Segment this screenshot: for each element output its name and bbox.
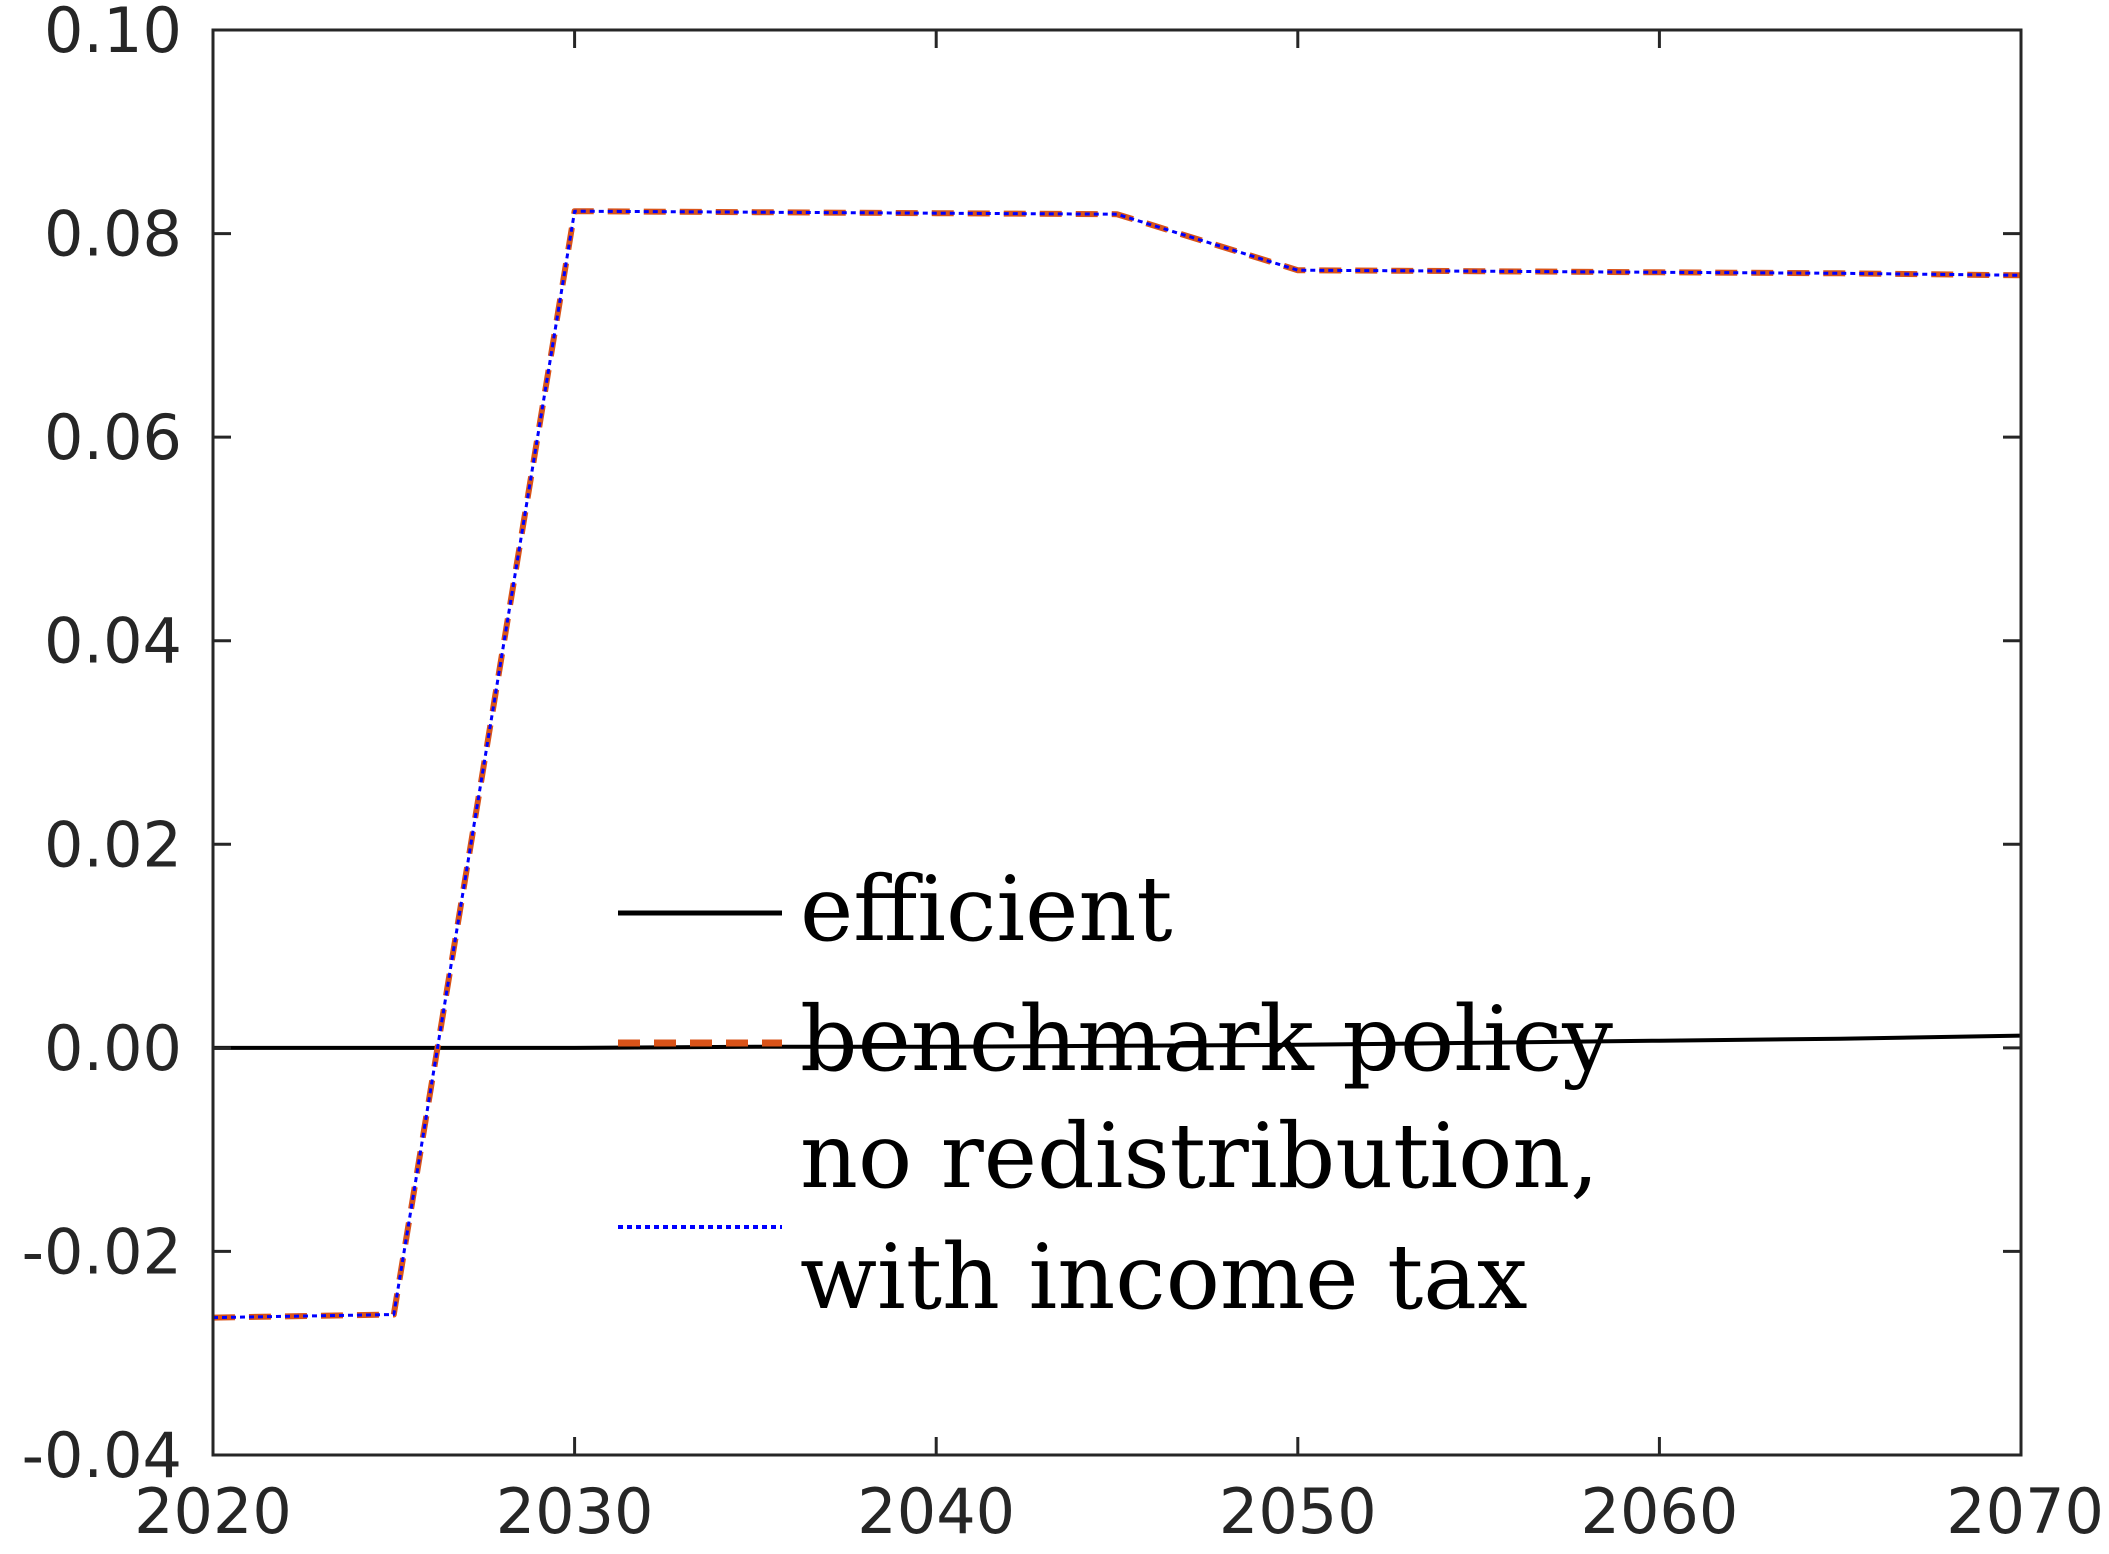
y-tick-label: 0.06	[44, 401, 182, 474]
x-tick-label: 2050	[1219, 1475, 1377, 1548]
x-tick-label: 2020	[134, 1475, 292, 1548]
y-tick-label: 0.10	[44, 0, 182, 67]
series-line-1	[213, 1033, 2022, 1050]
legend-label: efficient	[800, 857, 1173, 962]
y-tick-label: 0.04	[44, 605, 182, 678]
y-axis-tick-labels: -0.04 -0.02 0.00 0.02 0.04 0.06 0.08 0.10	[22, 0, 182, 1492]
y-tick-label: -0.04	[22, 1419, 182, 1492]
x-axis-tick-labels: 2020 2030 2040 2050 2060 2070	[134, 1475, 2104, 1548]
axis-ticks	[211, 28, 2023, 1457]
legend-label: no redistribution,	[800, 1104, 1599, 1209]
x-tick-label: 2060	[1581, 1475, 1739, 1548]
y-tick-label: 0.02	[44, 808, 182, 881]
series-line-3	[212, 209, 2022, 1320]
y-tick-label: -0.02	[22, 1215, 182, 1288]
x-tick-label: 2070	[1946, 1475, 2104, 1548]
x-tick-label: 2040	[857, 1475, 1015, 1548]
legend-label: with income tax	[800, 1225, 1528, 1330]
legend-label: benchmark policy	[800, 987, 1613, 1092]
y-tick-label: 0.00	[44, 1012, 182, 1085]
series-layer	[212, 208, 2022, 1321]
plot-frame	[211, 28, 2023, 1457]
legend: efficient benchmark policy no redistributi…	[618, 857, 1613, 1330]
y-tick-label: 0.08	[44, 198, 182, 271]
x-tick-label: 2030	[496, 1475, 654, 1548]
